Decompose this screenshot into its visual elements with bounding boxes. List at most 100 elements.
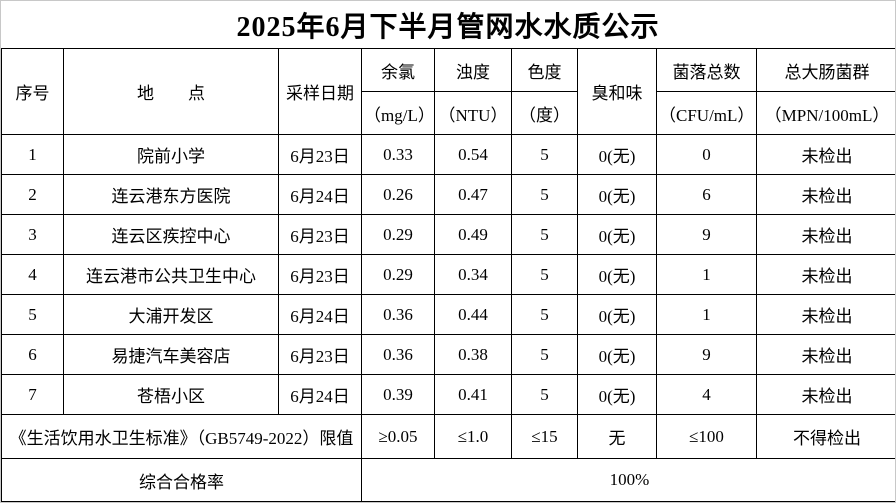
cell-coliform: 未检出 [756,254,895,295]
cell-date: 6月24日 [278,294,362,335]
cell-location: 大浦开发区 [63,294,279,335]
cell-colony: 9 [656,214,757,255]
cell-colony: 1 [656,294,757,335]
cell-seq: 3 [1,214,64,255]
cell-coliform: 未检出 [756,374,895,415]
cell-colority: 5 [511,134,578,175]
cell-odor: 0(无) [577,214,657,255]
cell-turbidity: 0.44 [434,294,512,335]
limit-coliform: 不得检出 [756,414,895,459]
cell-seq: 2 [1,174,64,215]
cell-chlorine: 0.33 [361,134,435,175]
cell-coliform: 未检出 [756,294,895,335]
cell-colony: 0 [656,134,757,175]
cell-date: 6月23日 [278,334,362,375]
cell-chlorine: 0.36 [361,334,435,375]
col-unit-coliform: （MPN/100mL） [756,91,895,135]
summary-row-value: 100% [361,458,895,502]
col-header-turbidity: 浊度 [434,48,512,92]
summary-row-label: 综合合格率 [1,458,362,502]
header-row-names: 序号 地 点 采样日期 余氯 浊度 色度 臭和味 菌落总数 总大肠菌群 [1,48,895,135]
summary-row: 综合合格率 100% [1,458,895,502]
cell-location: 连云港市公共卫生中心 [63,254,279,295]
cell-turbidity: 0.49 [434,214,512,255]
col-header-date: 采样日期 [278,48,362,135]
cell-odor: 0(无) [577,134,657,175]
cell-location: 苍梧小区 [63,374,279,415]
cell-turbidity: 0.54 [434,134,512,175]
cell-colority: 5 [511,254,578,295]
cell-colority: 5 [511,334,578,375]
cell-turbidity: 0.47 [434,174,512,215]
table-row: 5 大浦开发区 6月24日 0.36 0.44 5 0(无) 1 未检出 [1,294,895,335]
limit-chlorine: ≥0.05 [361,414,435,459]
col-unit-chlorine: （mg/L） [361,91,435,135]
cell-coliform: 未检出 [756,334,895,375]
cell-chlorine: 0.39 [361,374,435,415]
table-row: 4 连云港市公共卫生中心 6月23日 0.29 0.34 5 0(无) 1 未检… [1,254,895,295]
cell-colony: 4 [656,374,757,415]
limit-odor: 无 [577,414,657,459]
cell-odor: 0(无) [577,254,657,295]
cell-chlorine: 0.26 [361,174,435,215]
cell-location: 连云港东方医院 [63,174,279,215]
col-unit-colony: （CFU/mL） [656,91,757,135]
cell-location: 院前小学 [63,134,279,175]
cell-date: 6月23日 [278,254,362,295]
cell-odor: 0(无) [577,294,657,335]
cell-seq: 7 [1,374,64,415]
cell-date: 6月24日 [278,174,362,215]
cell-date: 6月23日 [278,214,362,255]
cell-location: 连云区疾控中心 [63,214,279,255]
col-header-colority: 色度 [511,48,578,92]
col-header-coliform: 总大肠菌群 [756,48,895,92]
cell-turbidity: 0.38 [434,334,512,375]
limit-turbidity: ≤1.0 [434,414,512,459]
limit-colony: ≤100 [656,414,757,459]
col-header-location: 地 点 [63,48,279,135]
cell-coliform: 未检出 [756,214,895,255]
cell-date: 6月23日 [278,134,362,175]
limit-row-label: 《生活饮用水卫生标准》（GB5749-2022）限值 [1,414,362,459]
table-row: 2 连云港东方医院 6月24日 0.26 0.47 5 0(无) 6 未检出 [1,174,895,215]
cell-colony: 1 [656,254,757,295]
cell-colority: 5 [511,174,578,215]
table-row: 7 苍梧小区 6月24日 0.39 0.41 5 0(无) 4 未检出 [1,374,895,415]
cell-coliform: 未检出 [756,134,895,175]
cell-odor: 0(无) [577,374,657,415]
cell-date: 6月24日 [278,374,362,415]
table-row: 1 院前小学 6月23日 0.33 0.54 5 0(无) 0 未检出 [1,134,895,175]
cell-colony: 9 [656,334,757,375]
cell-colony: 6 [656,174,757,215]
col-header-chlorine: 余氯 [361,48,435,92]
cell-odor: 0(无) [577,174,657,215]
water-quality-table: 序号 地 点 采样日期 余氯 浊度 色度 臭和味 菌落总数 总大肠菌群 （mg/… [1,48,895,502]
cell-odor: 0(无) [577,334,657,375]
cell-coliform: 未检出 [756,174,895,215]
col-unit-turbidity: （NTU） [434,91,512,135]
cell-colority: 5 [511,214,578,255]
page-title: 2025年6月下半月管网水水质公示 [236,11,660,43]
cell-seq: 1 [1,134,64,175]
cell-chlorine: 0.36 [361,294,435,335]
table-row: 6 易捷汽车美容店 6月23日 0.36 0.38 5 0(无) 9 未检出 [1,334,895,375]
col-header-seq: 序号 [1,48,64,135]
limit-row: 《生活饮用水卫生标准》（GB5749-2022）限值 ≥0.05 ≤1.0 ≤1… [1,414,895,459]
cell-turbidity: 0.34 [434,254,512,295]
limit-colority: ≤15 [511,414,578,459]
cell-location: 易捷汽车美容店 [63,334,279,375]
cell-seq: 6 [1,334,64,375]
header-row-units: （mg/L） （NTU） （度） （CFU/mL） （MPN/100mL） [2,91,895,135]
cell-turbidity: 0.41 [434,374,512,415]
col-header-colony: 菌落总数 [656,48,757,92]
cell-seq: 5 [1,294,64,335]
cell-chlorine: 0.29 [361,214,435,255]
cell-colority: 5 [511,294,578,335]
cell-seq: 4 [1,254,64,295]
table-row: 3 连云区疾控中心 6月23日 0.29 0.49 5 0(无) 9 未检出 [1,214,895,255]
cell-chlorine: 0.29 [361,254,435,295]
col-unit-colority: （度） [511,91,578,135]
col-header-odor: 臭和味 [577,48,657,135]
cell-colority: 5 [511,374,578,415]
